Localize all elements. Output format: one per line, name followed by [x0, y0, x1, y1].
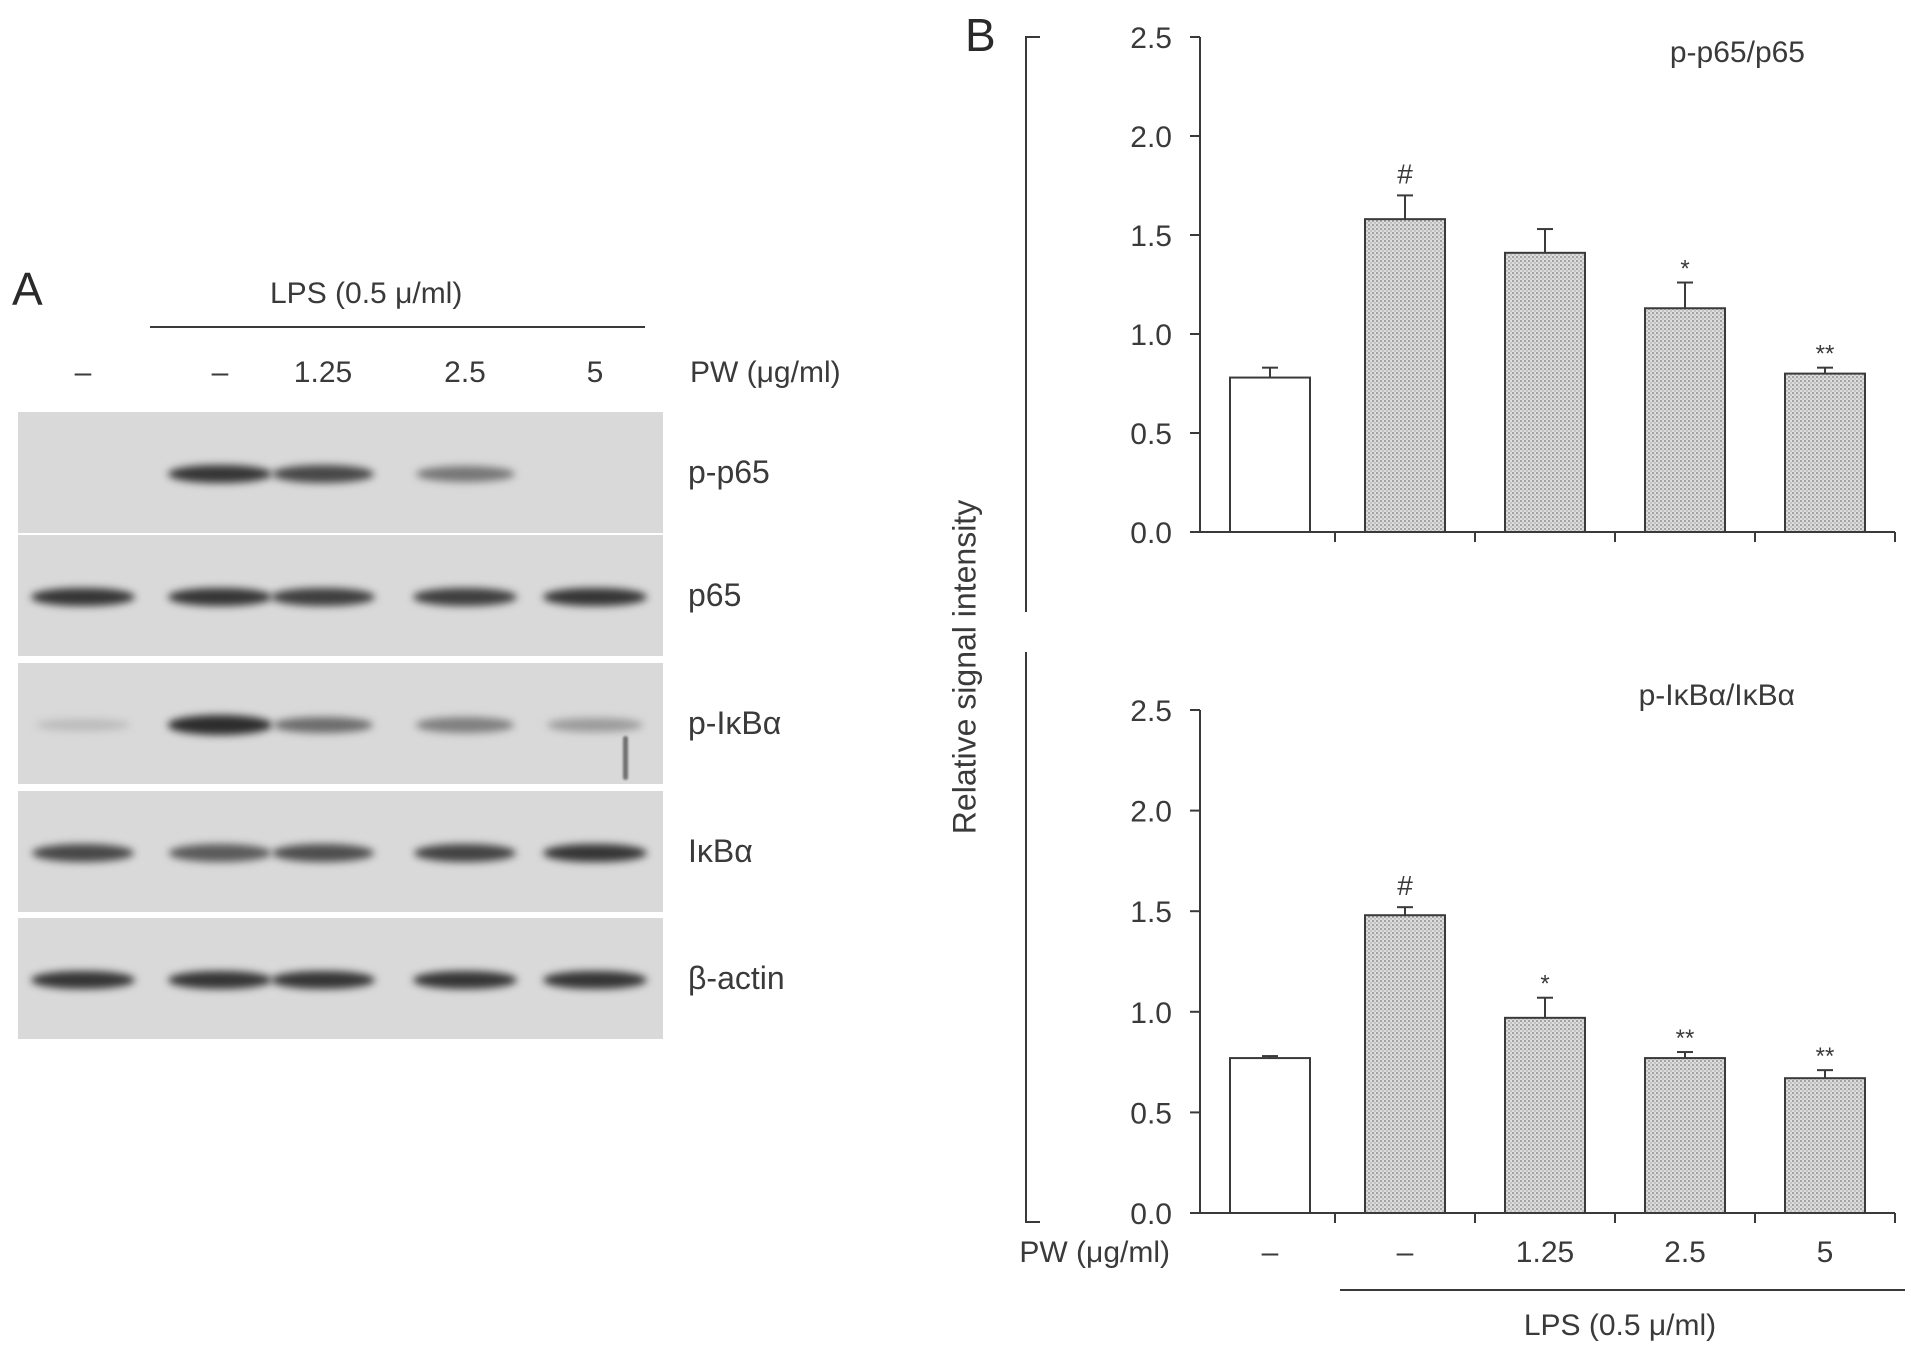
y-tick-label: 0.0 [1130, 1198, 1172, 1231]
bracket-bottom [1025, 652, 1040, 1223]
y-tick-label: 2.5 [1130, 22, 1172, 55]
bar [1644, 307, 1726, 534]
blot-band [31, 844, 135, 862]
x-tick-label: 1.25 [1516, 1236, 1574, 1269]
blot-band [415, 717, 515, 733]
blot-band [413, 970, 517, 990]
lane-label: – [211, 356, 229, 389]
x-tick-label: 2.5 [1664, 1236, 1706, 1269]
y-tick-label: 2.5 [1130, 695, 1172, 728]
blot-band [169, 844, 271, 862]
y-tick-label: 0.0 [1130, 517, 1172, 550]
y-tick-label: 0.5 [1130, 1097, 1172, 1130]
lane-label: – [74, 356, 92, 389]
lane-label: 2.5 [444, 356, 486, 389]
blot-band [271, 970, 375, 990]
bar [1504, 251, 1586, 533]
panel-a-letter: A [12, 263, 43, 315]
blot-band [271, 587, 375, 607]
blot-row-label: p-p65 [688, 454, 770, 490]
blot-band [546, 717, 644, 733]
y-tick-label: 2.0 [1130, 121, 1172, 154]
blot-row-label: IκBα [688, 833, 753, 869]
lane-label: 1.25 [293, 356, 353, 389]
panel-a-lps-line [150, 326, 645, 328]
bar [1364, 218, 1446, 533]
bar [1504, 1016, 1586, 1214]
panel-b-letter: B [965, 9, 996, 61]
x-tick-label: – [1397, 1236, 1414, 1269]
blot-band [271, 844, 375, 862]
y-tick-label: 1.5 [1130, 220, 1172, 253]
significance-mark: ** [1816, 341, 1835, 368]
x-tick-label: 5 [1817, 1236, 1834, 1269]
blot-band [413, 843, 517, 863]
panel-a-lps-label: LPS (0.5 μ/ml) [270, 277, 463, 310]
x-tick-label: – [1262, 1236, 1279, 1269]
blot-strip [18, 535, 663, 656]
y-tick-label: 1.0 [1130, 997, 1172, 1030]
bar [1229, 376, 1311, 533]
blot-strip [18, 791, 663, 912]
blot-row-label: β-actin [688, 960, 785, 996]
significance-mark: # [1397, 158, 1413, 189]
bar [1364, 914, 1446, 1214]
blot-artifact [623, 736, 628, 780]
lane-label: 5 [586, 356, 604, 389]
blot-band [168, 587, 272, 607]
significance-mark: # [1397, 870, 1413, 901]
y-tick-label: 0.5 [1130, 418, 1172, 451]
blot-band [31, 970, 135, 990]
blot-row-label: p-IκBα [688, 705, 782, 741]
significance-mark: * [1680, 256, 1689, 283]
bar [1644, 1057, 1726, 1215]
significance-mark: ** [1676, 1025, 1695, 1052]
x-axis-pw-label: PW (μg/ml) [1019, 1236, 1170, 1269]
blot-band [543, 970, 647, 990]
significance-mark: ** [1816, 1043, 1835, 1070]
blot-band [543, 587, 647, 607]
chart-title: p-p65/p65 [1670, 36, 1805, 69]
blot-band [273, 716, 373, 734]
x-axis-lps-label: LPS (0.5 μ/ml) [1524, 1309, 1716, 1342]
y-tick-label: 2.0 [1130, 796, 1172, 829]
blot-band [413, 587, 517, 607]
blot-strip [18, 663, 663, 784]
bar [1229, 1057, 1311, 1215]
blot-band [415, 466, 515, 482]
blot-band [168, 970, 272, 990]
blot-band [271, 465, 375, 483]
blot-band [31, 587, 135, 607]
bar [1784, 1077, 1866, 1215]
blot-row-label: p65 [688, 577, 742, 613]
panel-a-pw-label: PW (μg/ml) [690, 356, 841, 389]
y-tick-label: 1.0 [1130, 319, 1172, 352]
bar [1784, 372, 1866, 533]
bracket-top [1025, 36, 1040, 612]
blot-strip [18, 918, 663, 1039]
y-tick-label: 1.5 [1130, 896, 1172, 929]
significance-mark: * [1540, 971, 1549, 998]
blot-band [543, 843, 647, 863]
blot-band [167, 715, 273, 735]
blot-strip [18, 412, 663, 533]
blot-band [36, 718, 130, 732]
blot-band [168, 464, 272, 484]
chart-title: p-IκBα/IκBα [1639, 679, 1795, 712]
